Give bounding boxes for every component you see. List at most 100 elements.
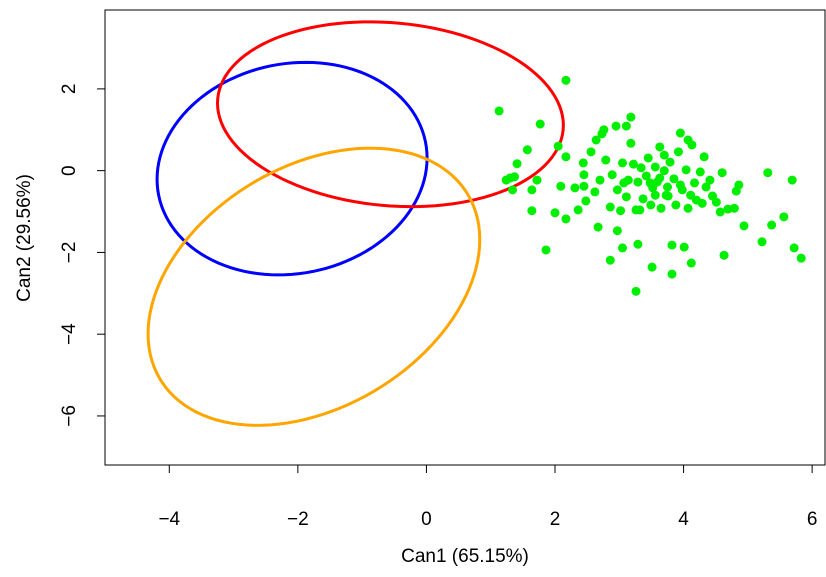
point bbox=[711, 197, 721, 207]
y-tick-label: −4 bbox=[59, 323, 80, 345]
point bbox=[659, 150, 669, 160]
point bbox=[697, 198, 707, 208]
point bbox=[650, 190, 660, 200]
point bbox=[591, 135, 601, 145]
point bbox=[570, 183, 580, 193]
point bbox=[581, 196, 591, 206]
ellipse bbox=[155, 60, 429, 277]
point bbox=[633, 177, 643, 187]
point bbox=[779, 212, 789, 222]
point bbox=[636, 163, 646, 173]
point bbox=[656, 203, 666, 213]
point bbox=[590, 187, 600, 197]
point bbox=[553, 141, 563, 151]
point bbox=[619, 178, 629, 188]
point bbox=[527, 185, 537, 195]
point bbox=[673, 147, 683, 157]
point bbox=[593, 222, 603, 232]
point bbox=[796, 253, 806, 263]
point bbox=[789, 243, 799, 253]
x-axis-title: Can1 (65.15%) bbox=[401, 546, 529, 567]
point bbox=[787, 175, 797, 185]
x-tick-label: 6 bbox=[807, 509, 818, 530]
x-tick-label: 2 bbox=[550, 509, 561, 530]
point bbox=[663, 191, 673, 201]
point bbox=[635, 205, 645, 215]
point bbox=[675, 128, 685, 138]
point bbox=[734, 180, 744, 190]
point bbox=[699, 152, 709, 162]
point bbox=[690, 178, 699, 188]
point bbox=[561, 214, 571, 224]
point bbox=[522, 145, 532, 155]
point bbox=[687, 140, 697, 150]
point bbox=[633, 239, 643, 249]
point bbox=[647, 262, 657, 272]
point bbox=[611, 121, 621, 131]
plot-frame bbox=[104, 9, 826, 466]
point bbox=[607, 170, 617, 180]
point bbox=[494, 106, 504, 116]
point bbox=[595, 175, 605, 185]
point bbox=[628, 159, 638, 169]
point bbox=[561, 152, 571, 162]
y-tick-label: 0 bbox=[59, 165, 80, 176]
point bbox=[631, 286, 641, 296]
point bbox=[621, 121, 631, 131]
point bbox=[638, 194, 648, 204]
point bbox=[655, 142, 665, 152]
point bbox=[695, 167, 705, 177]
point bbox=[729, 203, 739, 213]
point bbox=[535, 119, 545, 129]
point bbox=[767, 220, 777, 230]
y-tick-label: −6 bbox=[59, 405, 80, 427]
ellipse bbox=[146, 146, 482, 427]
point bbox=[659, 166, 669, 176]
point bbox=[681, 165, 691, 175]
point bbox=[512, 159, 522, 169]
point bbox=[671, 200, 681, 210]
point bbox=[601, 155, 611, 165]
point bbox=[556, 181, 566, 191]
point bbox=[612, 226, 622, 236]
point bbox=[650, 162, 660, 172]
point bbox=[501, 175, 511, 185]
x-tick-label: 0 bbox=[421, 509, 432, 530]
point bbox=[605, 255, 615, 265]
point bbox=[701, 182, 711, 192]
point bbox=[717, 168, 727, 178]
x-tick-label: −4 bbox=[158, 509, 180, 530]
point bbox=[763, 168, 773, 178]
point bbox=[532, 175, 542, 185]
y-axis-title: Can2 (29.56%) bbox=[14, 174, 35, 302]
point bbox=[686, 258, 696, 268]
x-tick-label: −2 bbox=[287, 509, 309, 530]
point bbox=[579, 181, 589, 191]
point bbox=[641, 171, 651, 181]
point bbox=[541, 245, 551, 255]
point bbox=[578, 158, 588, 168]
y-tick-label: 2 bbox=[59, 84, 80, 95]
point bbox=[586, 147, 596, 157]
x-tick-label: 4 bbox=[678, 509, 689, 530]
point bbox=[573, 205, 583, 215]
point bbox=[715, 207, 725, 217]
point bbox=[645, 178, 655, 188]
point bbox=[550, 208, 560, 218]
point bbox=[605, 202, 615, 212]
point bbox=[667, 240, 677, 250]
point bbox=[679, 242, 689, 252]
point bbox=[665, 157, 675, 167]
ellipse bbox=[215, 20, 565, 209]
point bbox=[739, 221, 749, 231]
point bbox=[618, 158, 627, 168]
point bbox=[510, 172, 519, 182]
point bbox=[561, 75, 571, 85]
point bbox=[527, 206, 537, 216]
point bbox=[643, 153, 653, 163]
point bbox=[612, 185, 622, 195]
point bbox=[579, 170, 589, 180]
point bbox=[719, 250, 729, 260]
y-tick-label: −2 bbox=[59, 242, 80, 264]
